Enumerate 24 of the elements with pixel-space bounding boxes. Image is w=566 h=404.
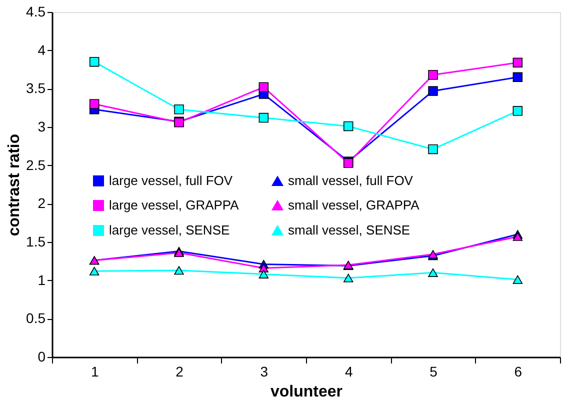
x-tick-label: 4 [344, 364, 353, 380]
y-tick-label: 1.5 [26, 234, 46, 250]
y-tick-label: 0.5 [26, 310, 46, 326]
legend-label: large vessel, full FOV [109, 172, 233, 188]
legend-label: large vessel, SENSE [109, 222, 230, 238]
y-tick-label: 2 [38, 195, 46, 212]
y-tick-label: 3.5 [26, 80, 46, 96]
y-tick-label: 1 [38, 272, 46, 288]
y-tick-label: 2.5 [26, 156, 46, 173]
legend-label: small vessel, GRAPPA [288, 198, 420, 212]
legend-label: large vessel, GRAPPA [109, 198, 240, 212]
x-tick-label: 3 [260, 364, 268, 380]
x-tick-label: 5 [430, 364, 438, 380]
x-tick-label: 1 [90, 364, 99, 380]
y-tick-label: 0 [38, 348, 46, 364]
legend-label: small vessel, SENSE [288, 222, 410, 238]
y-axis-title: contrast ratio [6, 134, 24, 236]
y-tick-label: 4.5 [26, 4, 46, 20]
x-tick-label: 2 [176, 364, 184, 380]
legend-label: small vessel, full FOV [288, 173, 414, 188]
y-tick-label: 4 [38, 42, 46, 58]
x-axis-title: volunteer [270, 384, 343, 400]
x-tick-label: 6 [514, 364, 522, 380]
y-tick-label: 3 [38, 118, 46, 134]
